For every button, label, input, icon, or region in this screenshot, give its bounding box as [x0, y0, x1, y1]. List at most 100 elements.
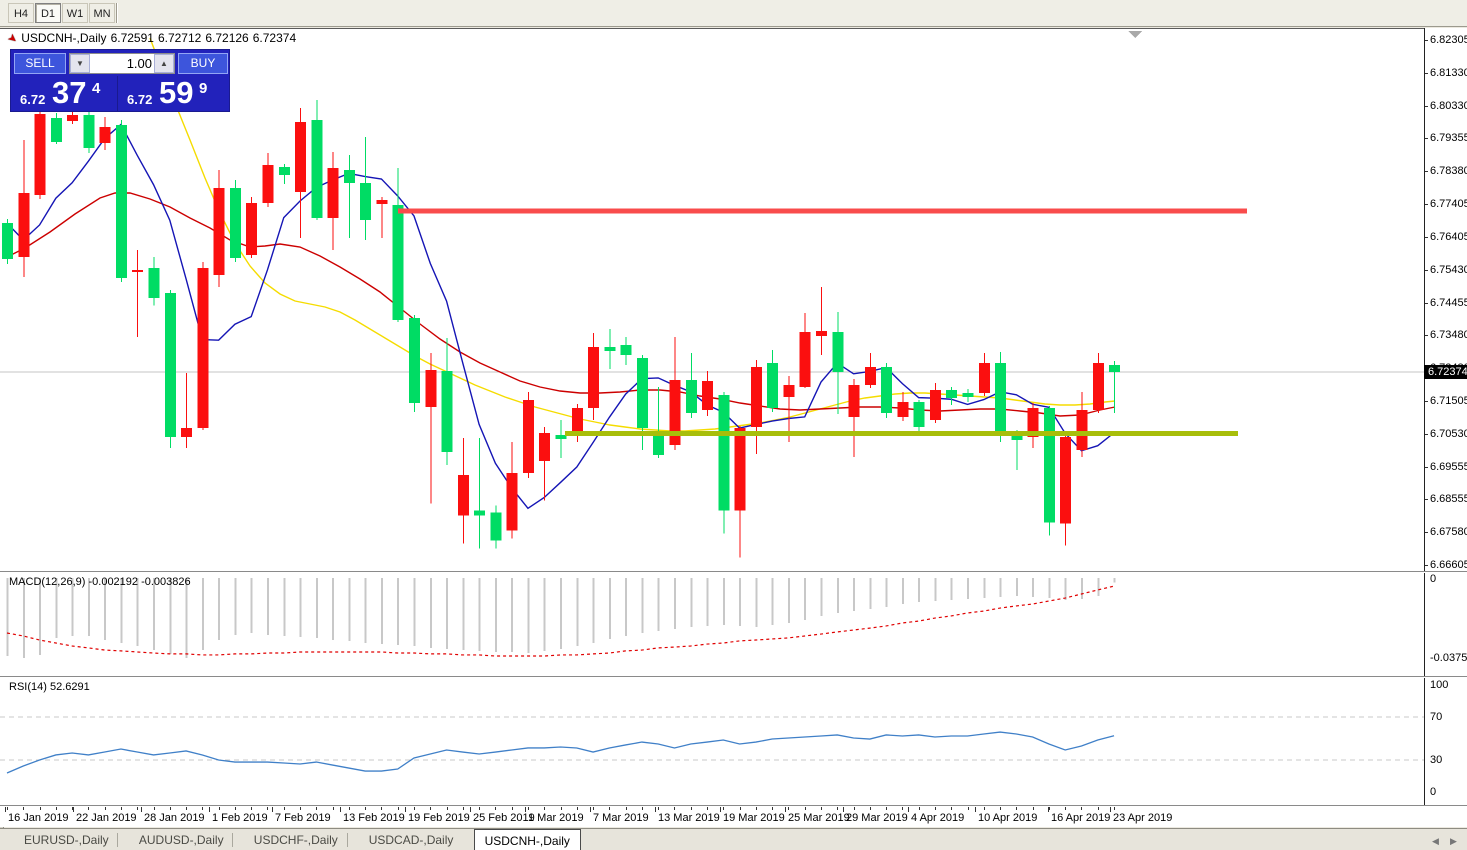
candle [881, 362, 893, 419]
resistance-line[interactable] [398, 208, 1247, 214]
candle [816, 286, 827, 356]
candle [571, 403, 583, 443]
candle [197, 262, 209, 431]
date-tick [349, 807, 350, 810]
date-tick [626, 807, 627, 810]
candle [767, 350, 779, 413]
date-tick [577, 807, 578, 810]
date-tick [479, 807, 480, 810]
volume-decrease-icon[interactable]: ▼ [70, 54, 90, 73]
date-tick [902, 807, 903, 810]
buy-button[interactable]: BUY [178, 53, 228, 74]
sell-button[interactable]: SELL [14, 53, 66, 74]
price-axis[interactable]: 6.82305 6.81330 6.80330 6.79355 6.78380 6.774… [1425, 28, 1467, 571]
candle [474, 438, 486, 549]
symbol-period-label: USDCNH-,Daily [21, 31, 107, 45]
candle [2, 219, 13, 265]
date-tick-major [785, 807, 786, 812]
date-label: 7 Feb 2019 [275, 812, 331, 824]
date-tick-major [525, 807, 526, 812]
candle [148, 257, 160, 306]
date-tick [333, 807, 334, 810]
price-axis-label: 6.82305 [1430, 34, 1467, 46]
chart-tab-audusd[interactable]: AUDUSD-,Daily [138, 833, 224, 847]
candle [962, 388, 974, 402]
candle [327, 151, 339, 251]
timeframe-button-d1[interactable]: D1 [35, 3, 61, 23]
date-label: 19 Mar 2019 [723, 812, 785, 824]
chart-tab-eurusd[interactable]: EURUSD-,Daily [24, 833, 109, 847]
date-tick [1000, 807, 1001, 810]
date-tick [886, 807, 887, 810]
ohlc-low: 6.72126 [205, 31, 249, 45]
candle [132, 250, 144, 338]
candle [1076, 391, 1088, 458]
candle [978, 353, 990, 396]
date-label: 1 Mar 2019 [528, 812, 584, 824]
date-tick [381, 807, 382, 810]
price-axis-label: 6.78380 [1430, 165, 1467, 178]
buy-quote[interactable]: 6.72 59 9 [121, 75, 228, 111]
date-tick [316, 807, 317, 810]
price-tick [1425, 204, 1428, 206]
volume-input[interactable] [92, 56, 152, 71]
panel-separator-rsi[interactable] [0, 676, 1467, 678]
date-tick [935, 807, 936, 810]
macd-panel[interactable] [0, 573, 1424, 676]
price-axis-label: 6.66605 [1430, 559, 1467, 571]
price-axis-label: 6.74455 [1430, 296, 1467, 309]
candle [799, 313, 811, 388]
rsi-label: RSI(14) 52.6291 [9, 681, 90, 693]
rsi-axis-label: 30 [1430, 754, 1443, 766]
date-tick [414, 807, 415, 810]
date-tick [723, 807, 724, 810]
buy-quote-prefix: 6.72 [127, 92, 153, 107]
date-tick [772, 807, 773, 810]
candle [718, 391, 730, 534]
timeframe-button-mn[interactable]: MN [89, 3, 115, 23]
date-tick [284, 807, 285, 810]
timeframe-button-h4[interactable]: H4 [8, 3, 34, 23]
rsi-axis-label: 0 [1430, 786, 1437, 799]
date-tick [1016, 807, 1017, 810]
price-chart-plot[interactable] [0, 28, 1424, 571]
price-axis-label: 6.67580 [1430, 526, 1467, 539]
chart-tab-usdchf[interactable]: USDCHF-,Daily [253, 833, 338, 847]
price-tick [1425, 532, 1428, 534]
date-label: 16 Jan 2019 [8, 812, 69, 824]
date-axis[interactable]: 16 Jan 2019 22 Jan 2019 28 Jan 2019 1 Feb 2… [0, 807, 1467, 827]
macd-label: MACD(12,26,9) -0.002192 -0.003826 [9, 576, 191, 588]
timeframe-button-w1[interactable]: W1 [62, 3, 88, 23]
volume-increase-icon[interactable]: ▲ [154, 54, 174, 73]
candle [1092, 353, 1104, 414]
date-tick-major [470, 807, 471, 812]
sell-quote[interactable]: 6.72 37 4 [14, 75, 118, 111]
date-tick-major [141, 807, 142, 812]
chart-tab-usdcnh[interactable]: USDCNH-,Daily [473, 829, 581, 850]
date-label: 16 Apr 2019 [1051, 812, 1111, 824]
date-tick [121, 807, 122, 810]
date-tick [170, 807, 171, 810]
tabs-scroll-right-icon[interactable]: ▶ [1450, 836, 1457, 846]
candle [750, 360, 762, 455]
date-tick-major [272, 807, 273, 812]
candle [1043, 405, 1055, 536]
candle [995, 352, 1007, 443]
scroll-to-end-marker-icon[interactable] [1128, 31, 1142, 38]
panel-separator-macd[interactable] [0, 571, 1467, 573]
support-line[interactable] [565, 431, 1238, 437]
candle [343, 154, 355, 239]
date-tick [609, 807, 610, 810]
candle [539, 427, 551, 501]
candle [99, 117, 111, 150]
date-tick-major [73, 807, 74, 812]
chart-tab-usdcad[interactable]: USDCAD-,Daily [368, 833, 454, 847]
rsi-panel[interactable] [0, 678, 1424, 806]
price-axis-label: 6.80330 [1430, 99, 1467, 112]
candle [115, 120, 127, 282]
price-tick [1425, 171, 1428, 173]
ohlc-high: 6.72712 [157, 31, 202, 45]
date-tick [1081, 807, 1082, 810]
tabs-scroll-left-icon[interactable]: ◀ [1432, 836, 1439, 846]
date-tick-major [655, 807, 656, 812]
